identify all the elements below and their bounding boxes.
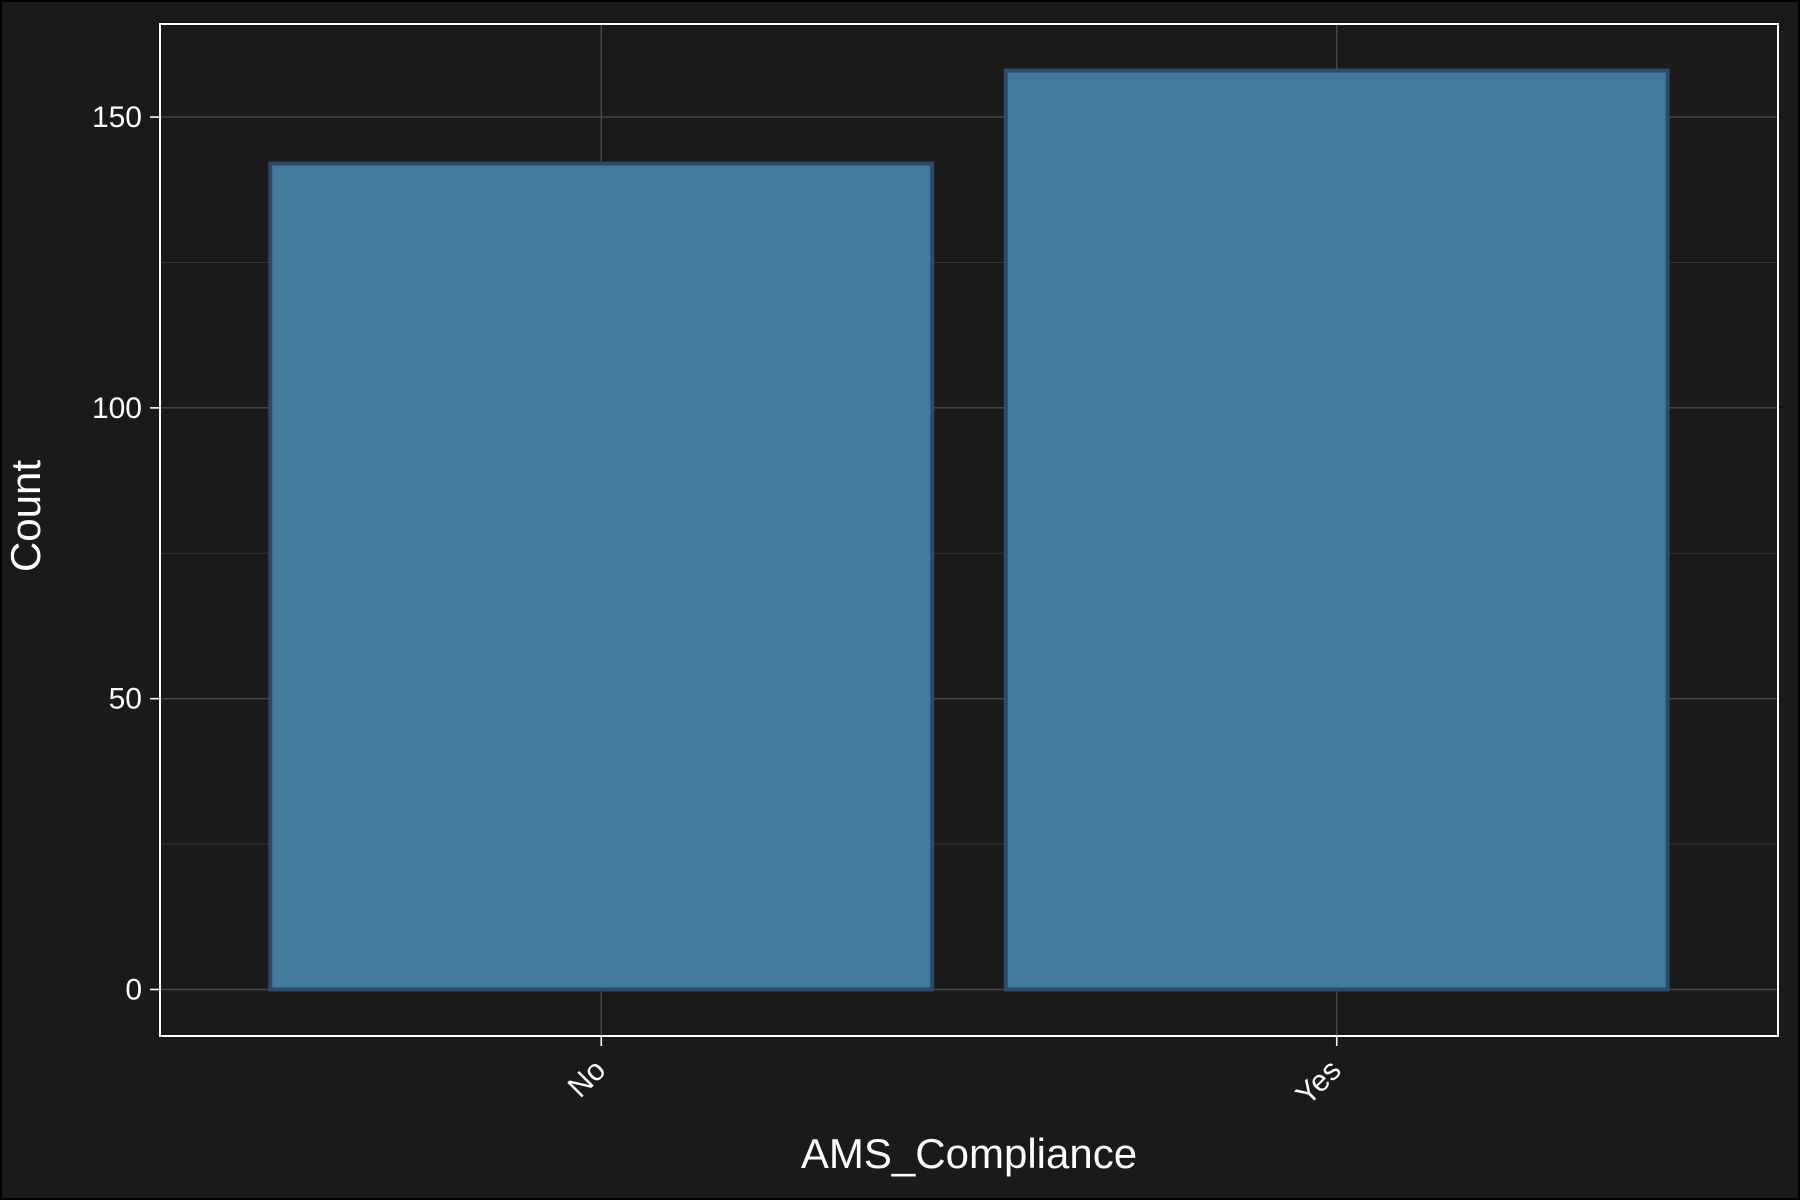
y-tick-label: 50: [109, 683, 142, 716]
y-tick-label: 0: [125, 973, 142, 1006]
plot-panel-border: [159, 23, 1779, 1037]
y-tick-label: 100: [92, 392, 142, 425]
bars: [268, 68, 1670, 992]
y-axis-ticks: 0 50 100 150: [92, 101, 160, 1006]
y-tick-label: 150: [92, 101, 142, 134]
bar-no: [268, 161, 935, 992]
bar-yes: [1003, 68, 1670, 992]
x-axis-title: AMS_Compliance: [801, 1130, 1137, 1177]
y-axis-title: Count: [2, 460, 49, 572]
